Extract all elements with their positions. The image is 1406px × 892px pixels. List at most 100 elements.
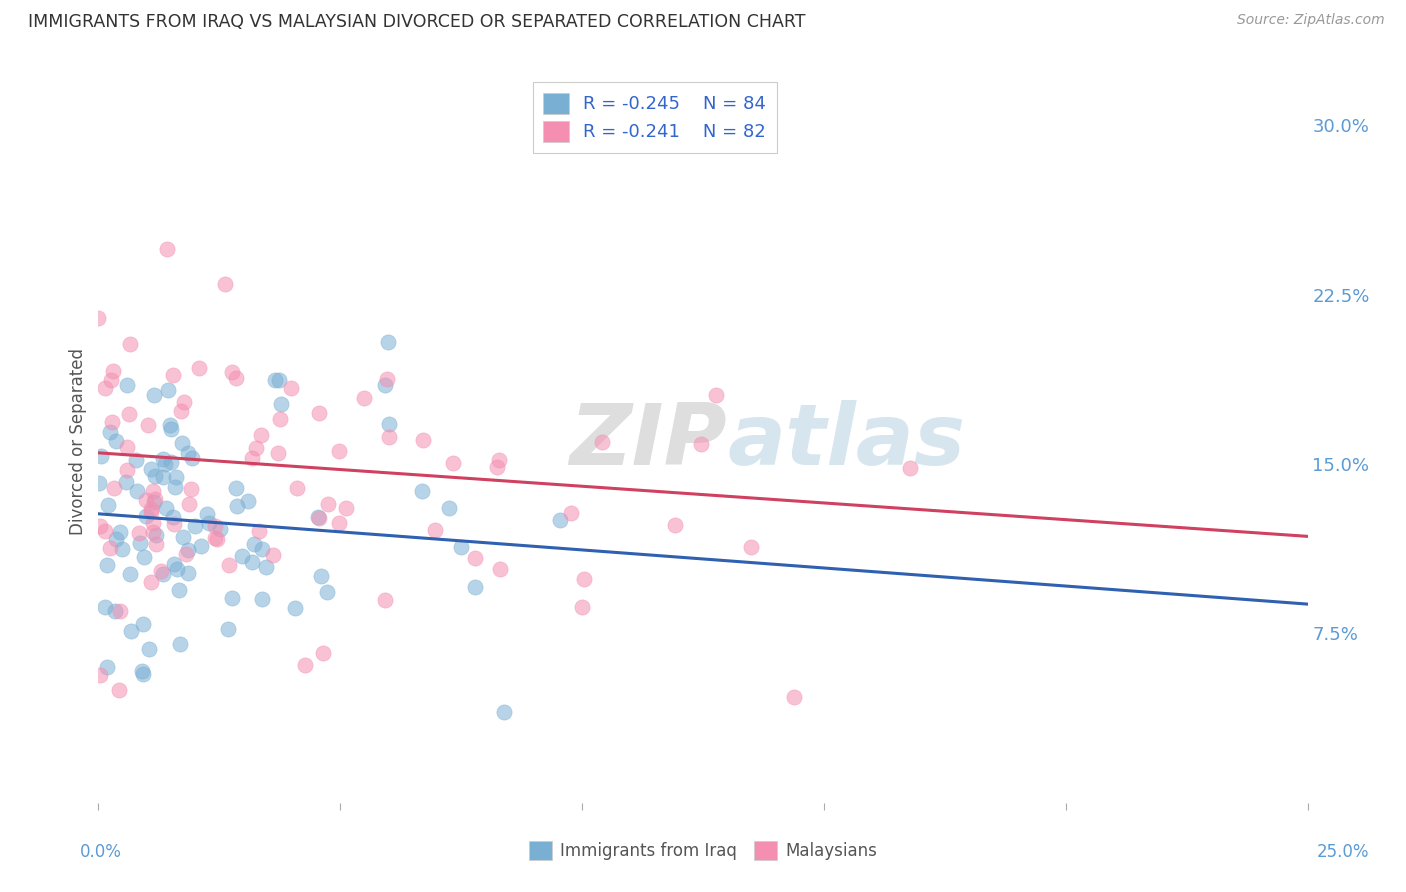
Point: [740, 541, 762, 555]
Point: [195, 508, 218, 522]
Point: [166, 561, 188, 575]
Point: [231, 549, 253, 563]
Point: [328, 444, 350, 458]
Point: [170, 404, 193, 418]
Point: [145, 528, 167, 542]
Point: [374, 592, 396, 607]
Point: [783, 690, 806, 704]
Point: [492, 705, 515, 719]
Point: [89, 519, 111, 533]
Point: [328, 516, 350, 531]
Point: [93, 524, 115, 539]
Point: [143, 495, 166, 509]
Point: [353, 391, 375, 405]
Point: [120, 566, 142, 581]
Point: [163, 480, 186, 494]
Point: [127, 483, 149, 498]
Point: [285, 481, 308, 495]
Point: [110, 524, 132, 539]
Point: [245, 441, 267, 455]
Point: [136, 417, 159, 432]
Point: [311, 646, 333, 660]
Point: [309, 569, 332, 583]
Point: [205, 533, 228, 547]
Point: [138, 642, 160, 657]
Text: 0.0%: 0.0%: [80, 843, 122, 861]
Point: [188, 360, 211, 375]
Point: [377, 372, 399, 386]
Point: [264, 373, 287, 387]
Point: [162, 368, 184, 383]
Text: ZIP: ZIP: [569, 400, 727, 483]
Point: [117, 377, 139, 392]
Point: [263, 548, 285, 562]
Point: [209, 522, 232, 536]
Point: [87, 475, 110, 490]
Point: [105, 533, 128, 547]
Point: [560, 506, 582, 520]
Point: [101, 415, 124, 429]
Point: [214, 277, 236, 291]
Point: [250, 427, 273, 442]
Point: [572, 573, 595, 587]
Point: [423, 523, 446, 537]
Point: [571, 600, 593, 615]
Point: [132, 549, 155, 564]
Point: [377, 334, 399, 349]
Point: [226, 499, 249, 513]
Point: [243, 536, 266, 550]
Point: [142, 388, 165, 402]
Point: [177, 542, 200, 557]
Point: [167, 583, 190, 598]
Point: [172, 530, 194, 544]
Point: [439, 500, 461, 515]
Point: [294, 657, 316, 672]
Point: [120, 624, 142, 638]
Point: [250, 591, 273, 606]
Point: [250, 542, 273, 557]
Point: [104, 604, 127, 618]
Point: [221, 591, 243, 605]
Text: 25.0%: 25.0%: [1316, 843, 1369, 861]
Point: [169, 637, 191, 651]
Point: [90, 449, 112, 463]
Point: [162, 510, 184, 524]
Point: [94, 599, 117, 614]
Point: [181, 450, 204, 465]
Point: [217, 622, 239, 636]
Point: [225, 482, 247, 496]
Point: [103, 481, 125, 495]
Point: [139, 501, 162, 516]
Point: [162, 557, 184, 571]
Point: [111, 542, 134, 557]
Point: [150, 564, 173, 578]
Point: [132, 616, 155, 631]
Point: [204, 519, 226, 533]
Point: [270, 397, 292, 411]
Point: [96, 660, 118, 674]
Point: [165, 470, 187, 484]
Point: [464, 580, 486, 594]
Point: [152, 451, 174, 466]
Point: [172, 436, 194, 450]
Point: [307, 509, 329, 524]
Point: [143, 469, 166, 483]
Point: [441, 456, 464, 470]
Point: [135, 492, 157, 507]
Point: [450, 541, 472, 555]
Point: [240, 450, 263, 465]
Point: [204, 531, 226, 545]
Point: [308, 406, 330, 420]
Point: [225, 371, 247, 385]
Point: [87, 310, 110, 325]
Point: [131, 664, 153, 678]
Y-axis label: Divorced or Separated: Divorced or Separated: [69, 348, 87, 535]
Point: [485, 459, 508, 474]
Point: [128, 535, 150, 549]
Point: [378, 430, 401, 444]
Point: [177, 497, 200, 511]
Point: [335, 501, 357, 516]
Point: [280, 382, 302, 396]
Point: [155, 500, 177, 515]
Text: atlas: atlas: [727, 400, 966, 483]
